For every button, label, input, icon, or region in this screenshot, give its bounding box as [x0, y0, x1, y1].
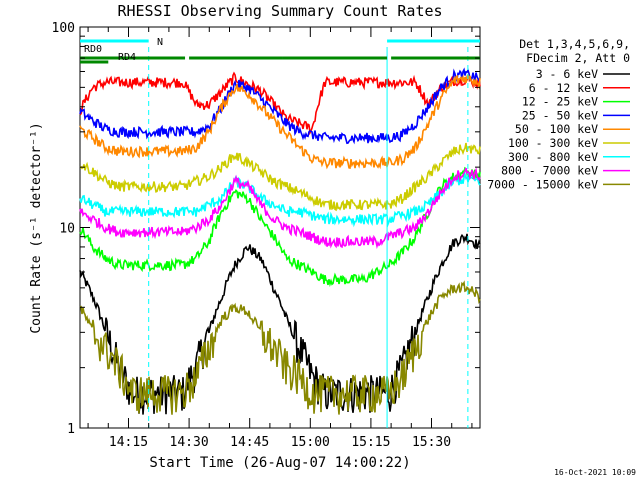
y-tick-label-1: 10: [59, 222, 75, 237]
flag-layer: N RD0 RD4: [80, 37, 480, 64]
legend-label-6: 300 - 800 keV: [508, 150, 598, 164]
x-tick-label-2: 14:45: [230, 435, 269, 450]
legend-label-8: 7000 - 15000 keV: [487, 177, 598, 191]
series-7: [79, 167, 481, 250]
series-line-6: [79, 171, 481, 228]
legend-label-2: 12 - 25 keV: [522, 95, 598, 109]
series-8: [79, 280, 481, 415]
x-tick-label-3: 15:00: [291, 435, 330, 450]
series-line-8: [79, 280, 481, 415]
flag-label-rd0: RD0: [84, 44, 102, 55]
series-line-4: [79, 73, 481, 170]
legend-label-3: 25 - 50 keV: [522, 108, 598, 122]
x-tick-label-5: 15:30: [412, 435, 451, 450]
x-axis-label: Start Time (26-Aug-07 14:00:22): [149, 455, 410, 471]
series-5: [79, 142, 481, 212]
series-line-1: [79, 71, 481, 136]
series-line-2: [79, 166, 481, 288]
x-tick-label-4: 15:15: [351, 435, 390, 450]
flag-label-rd4: RD4: [118, 52, 136, 63]
legend: Det 1,3,4,5,6,9, FDecim 2, Att 0 3 - 6 k…: [487, 37, 630, 191]
chart-title: RHESSI Observing Summary Count Rates: [117, 2, 442, 20]
y-tick-label-2: 100: [52, 21, 75, 36]
series-line-7: [79, 167, 481, 250]
legend-label-4: 50 - 100 keV: [515, 122, 598, 136]
series-layer: [79, 67, 481, 415]
series-4: [79, 73, 481, 170]
x-tick-label-0: 14:15: [109, 435, 148, 450]
legend-label-5: 100 - 300 keV: [508, 136, 598, 150]
legend-header-line-1: Det 1,3,4,5,6,9,: [519, 37, 630, 51]
series-line-5: [79, 142, 481, 212]
timestamp: 16-Oct-2021 10:09: [554, 468, 636, 477]
legend-label-0: 3 - 6 keV: [536, 67, 598, 81]
legend-header-line-2: FDecim 2, Att 0: [526, 51, 630, 65]
x-tick-label-1: 14:30: [170, 435, 209, 450]
legend-label-7: 800 - 7000 keV: [501, 164, 598, 178]
marker-layer: [148, 47, 469, 428]
axis-layer: 1 10 100 14:15 14:30 14:45 15:00 15:15 15:30: [52, 21, 480, 450]
y-tick-label-0: 1: [67, 422, 75, 437]
legend-label-1: 6 - 12 keV: [529, 81, 598, 95]
series-2: [79, 166, 481, 288]
y-axis-label: Count Rate (s⁻¹ detector⁻¹): [29, 122, 44, 333]
series-line-3: [79, 67, 481, 145]
flag-label-n: N: [157, 37, 163, 48]
